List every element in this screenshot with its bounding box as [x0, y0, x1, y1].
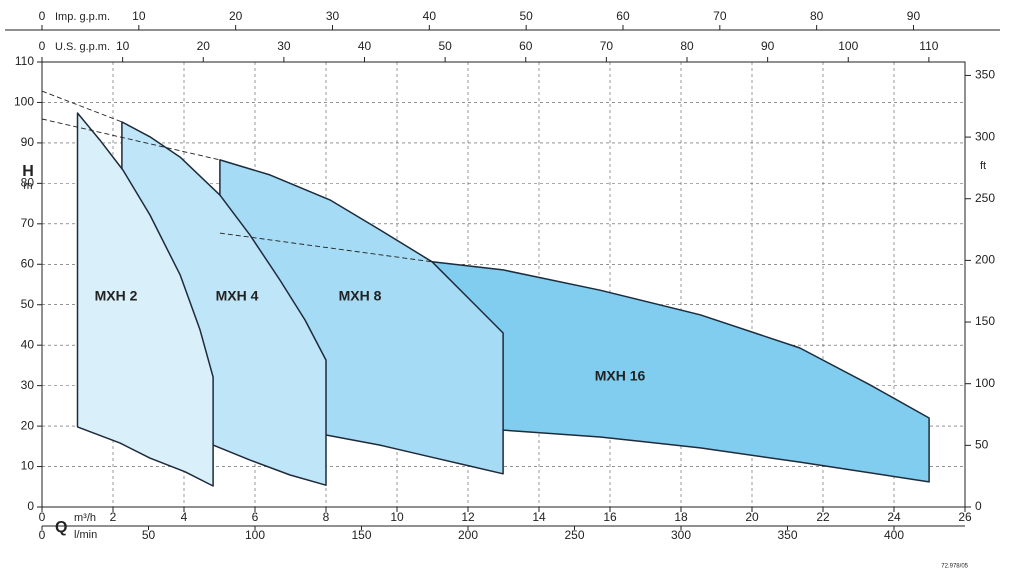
y2-tick-label: 150: [975, 314, 995, 328]
top-tick-label: 110: [919, 39, 938, 53]
y-tick-label: 80: [21, 176, 35, 190]
x2-tick-label: 350: [777, 528, 797, 542]
x2-tick-label: 0: [39, 528, 46, 542]
x-tick-label: 14: [532, 510, 546, 524]
x2-tick-label: 100: [245, 528, 265, 542]
y-tick-label: 90: [21, 135, 35, 149]
top-tick-label: 30: [326, 9, 340, 23]
pump-range-area: [121, 121, 327, 486]
y-tick-label: 30: [21, 378, 35, 392]
top-tick-label: 100: [838, 39, 858, 53]
extrapolation-line: [41, 90, 123, 123]
pump-range-area: [431, 261, 930, 483]
x-axis-unit: m³/h: [74, 512, 96, 524]
y2-tick-label: 350: [975, 68, 995, 82]
x2-tick-label: 200: [458, 528, 478, 542]
top-tick-label: 50: [519, 9, 533, 23]
x2-tick-label: 250: [564, 528, 584, 542]
x-axis-label: Q: [55, 519, 67, 536]
top-tick-label: 90: [761, 39, 775, 53]
y-tick-label: 50: [21, 297, 35, 311]
top-tick-label: 70: [600, 39, 614, 53]
x2-tick-label: 300: [671, 528, 691, 542]
series-label: MXH 8: [339, 288, 382, 304]
extrapolation-line: [41, 118, 221, 161]
extrapolation-line: [219, 232, 433, 263]
x-tick-label: 6: [252, 510, 259, 524]
top-tick-label: 20: [229, 9, 243, 23]
x-tick-label: 8: [323, 510, 330, 524]
x-tick-label: 22: [816, 510, 830, 524]
pump-range-area: [76, 112, 214, 487]
x-tick-label: 20: [745, 510, 759, 524]
x2-tick-label: 50: [142, 528, 156, 542]
top-tick-label: 40: [423, 9, 437, 23]
top-tick-label: 80: [810, 9, 824, 23]
x-tick-label: 0: [39, 510, 46, 524]
x2-tick-label: 400: [884, 528, 904, 542]
y-tick-label: 40: [21, 337, 35, 351]
x2-tick-label: 150: [351, 528, 371, 542]
series-label: MXH 2: [95, 288, 138, 304]
y2-axis-label: ft: [980, 160, 986, 172]
top-tick-label: 80: [680, 39, 694, 53]
y-axis-unit: m: [23, 180, 32, 192]
top-axis-label: U.S. g.p.m.: [55, 41, 110, 53]
top-tick-label: 60: [519, 39, 533, 53]
y-tick-label: 20: [21, 418, 35, 432]
x-tick-label: 18: [674, 510, 688, 524]
x-tick-label: 24: [887, 510, 901, 524]
y-axis-label: H: [22, 163, 34, 180]
plot-frame: [41, 61, 966, 508]
y2-tick-label: 100: [975, 376, 995, 390]
top-tick-label: 0: [39, 39, 46, 53]
top-tick-label: 90: [907, 9, 921, 23]
top-tick-label: 0: [39, 9, 46, 23]
y2-tick-label: 200: [975, 253, 995, 267]
y2-tick-label: 50: [975, 438, 989, 452]
x-tick-label: 12: [461, 510, 475, 524]
top-tick-label: 40: [358, 39, 372, 53]
series-label: MXH 16: [595, 368, 646, 384]
y-tick-label: 0: [27, 499, 34, 513]
x-tick-label: 2: [110, 510, 117, 524]
x-tick-label: 10: [390, 510, 404, 524]
top-tick-label: 20: [197, 39, 211, 53]
top-axis-label: Imp. g.p.m.: [55, 11, 110, 23]
y2-tick-label: 300: [975, 129, 995, 143]
top-tick-label: 10: [132, 9, 146, 23]
y-tick-label: 10: [21, 459, 35, 473]
series-label: MXH 4: [216, 288, 259, 304]
top-tick-label: 30: [277, 39, 291, 53]
top-tick-label: 10: [116, 39, 130, 53]
y2-tick-label: 0: [975, 499, 982, 513]
pump-range-area: [219, 159, 504, 475]
y-tick-label: 110: [15, 54, 34, 68]
x2-axis-unit: l/min: [74, 529, 97, 541]
y-tick-label: 100: [14, 95, 34, 109]
x-tick-label: 26: [958, 510, 972, 524]
top-tick-label: 70: [713, 9, 727, 23]
footer: 72.978/05: [941, 564, 968, 570]
y2-tick-label: 250: [975, 191, 995, 205]
y-tick-label: 70: [21, 216, 35, 230]
top-tick-label: 50: [438, 39, 452, 53]
y-tick-label: 60: [21, 256, 35, 270]
x-tick-label: 4: [181, 510, 188, 524]
x-tick-label: 16: [603, 510, 617, 524]
top-tick-label: 60: [616, 9, 630, 23]
